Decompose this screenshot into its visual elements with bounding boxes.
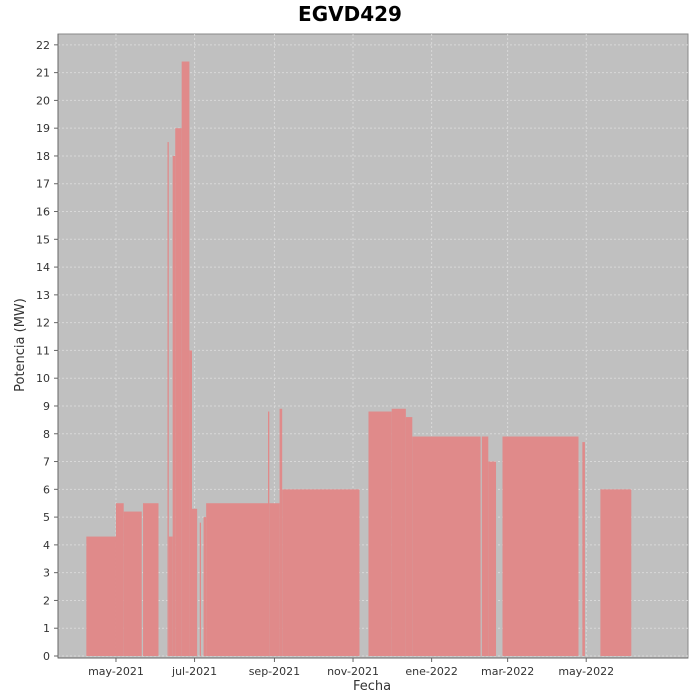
bar (279, 408, 283, 656)
x-axis: may-2021 jul-2021 sep-2021 nov-2021 ene-2022… (58, 657, 688, 678)
y-tick-label: 10 (36, 372, 50, 385)
bar (191, 508, 198, 656)
x-tick-label: sep-2021 (249, 665, 300, 678)
bars (86, 61, 632, 657)
x-axis-title: Fecha (353, 679, 391, 694)
bar (175, 128, 182, 656)
y-tick-label: 19 (36, 122, 50, 135)
x-tick-label: may-2021 (88, 665, 144, 678)
bar (488, 461, 497, 656)
y-tick-label: 22 (36, 39, 50, 52)
bar (203, 517, 207, 656)
y-tick-label: 8 (43, 428, 50, 441)
bar (167, 142, 169, 656)
bar (268, 411, 270, 656)
bar (123, 511, 142, 656)
bar (481, 436, 489, 656)
y-tick-label: 11 (36, 344, 50, 357)
x-tick-label: ene-2022 (405, 665, 457, 678)
bar (181, 61, 190, 657)
bar (206, 503, 268, 656)
bar (199, 522, 202, 656)
bar (582, 442, 585, 656)
y-tick-label: 7 (43, 456, 50, 469)
bar (405, 417, 413, 656)
y-tick-label: 5 (43, 511, 50, 524)
bar (412, 436, 481, 656)
bar (282, 489, 360, 656)
y-tick-label: 18 (36, 150, 50, 163)
x-tick-label: may-2022 (558, 665, 614, 678)
y-tick-label: 17 (36, 178, 50, 191)
y-tick-label: 14 (36, 261, 50, 274)
y-tick-label: 20 (36, 94, 50, 107)
bar (502, 436, 579, 656)
y-tick-label: 13 (36, 289, 50, 302)
x-tick-label: nov-2021 (327, 665, 379, 678)
y-tick-label: 16 (36, 206, 50, 219)
bar (115, 503, 124, 656)
bar (269, 503, 280, 656)
y-tick-label: 6 (43, 483, 50, 496)
y-tick-label: 15 (36, 233, 50, 246)
bar (189, 350, 192, 656)
y-axis-title: Potencia (MW) (13, 298, 28, 392)
y-tick-label: 3 (43, 567, 50, 580)
y-tick-label: 4 (43, 539, 50, 552)
y-tick-label: 2 (43, 594, 50, 607)
bar (600, 489, 632, 656)
y-tick-label: 0 (43, 650, 50, 663)
bar (368, 411, 392, 656)
y-tick-label: 1 (43, 622, 50, 635)
bar (172, 155, 176, 656)
y-tick-label: 21 (36, 67, 50, 80)
bar (143, 503, 159, 656)
chart-title: EGVD429 (298, 2, 402, 26)
y-tick-label: 9 (43, 400, 50, 413)
y-tick-label: 12 (36, 317, 50, 330)
x-tick-label: mar-2022 (481, 665, 534, 678)
bar (391, 408, 406, 656)
x-tick-label: jul-2021 (171, 665, 217, 678)
bar (168, 536, 173, 656)
bar (86, 536, 116, 656)
